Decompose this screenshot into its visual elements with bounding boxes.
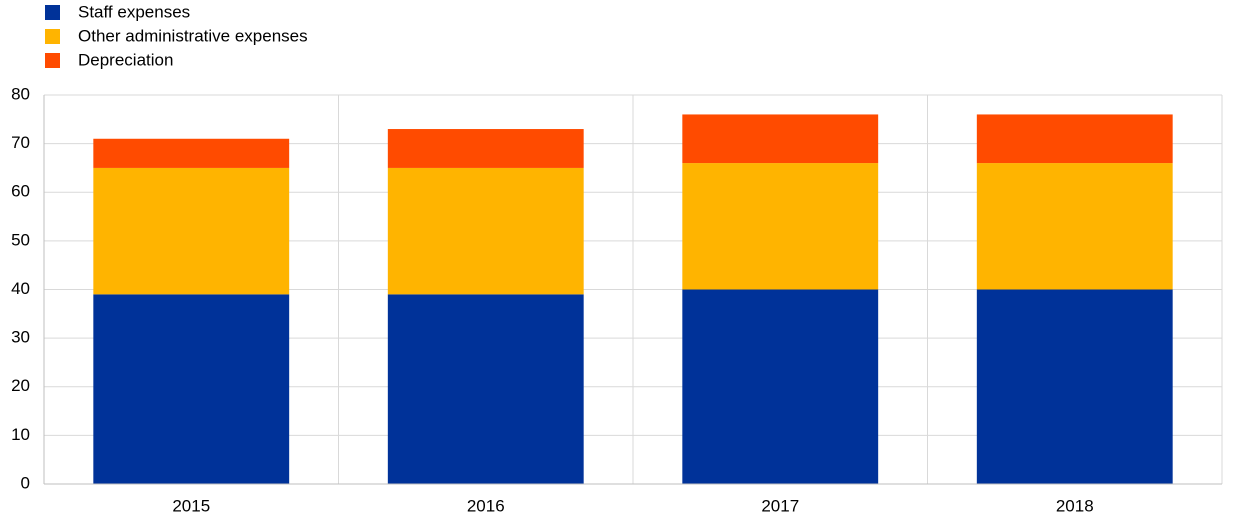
bar-segment bbox=[387, 129, 584, 168]
y-tick-label: 70 bbox=[11, 133, 30, 152]
bar-segment bbox=[93, 294, 290, 484]
y-tick-label: 40 bbox=[11, 279, 30, 298]
legend-label: Staff expenses bbox=[78, 2, 190, 21]
x-tick-label: 2018 bbox=[1056, 496, 1094, 515]
bar-segment bbox=[93, 138, 290, 168]
y-tick-label: 60 bbox=[11, 182, 30, 201]
y-tick-label: 10 bbox=[11, 425, 30, 444]
bar-segment bbox=[976, 163, 1173, 290]
x-tick-label: 2015 bbox=[172, 496, 210, 515]
y-tick-label: 20 bbox=[11, 376, 30, 395]
legend-label: Depreciation bbox=[78, 50, 173, 69]
x-tick-label: 2016 bbox=[467, 496, 505, 515]
bar-segment bbox=[387, 294, 584, 484]
legend-swatch bbox=[45, 29, 60, 44]
legend-swatch bbox=[45, 5, 60, 20]
bar-segment bbox=[682, 289, 879, 484]
y-tick-label: 0 bbox=[21, 473, 30, 492]
y-tick-label: 30 bbox=[11, 328, 30, 347]
bar-segment bbox=[93, 167, 290, 295]
bar-segment bbox=[976, 114, 1173, 164]
bar-segment bbox=[682, 163, 879, 290]
x-tick-label: 2017 bbox=[761, 496, 799, 515]
y-tick-label: 50 bbox=[11, 230, 30, 249]
bar-segment bbox=[387, 167, 584, 295]
legend-swatch bbox=[45, 53, 60, 68]
y-tick-label: 80 bbox=[11, 84, 30, 103]
bar-segment bbox=[682, 114, 879, 164]
bar-segment bbox=[976, 289, 1173, 484]
legend-label: Other administrative expenses bbox=[78, 26, 308, 45]
